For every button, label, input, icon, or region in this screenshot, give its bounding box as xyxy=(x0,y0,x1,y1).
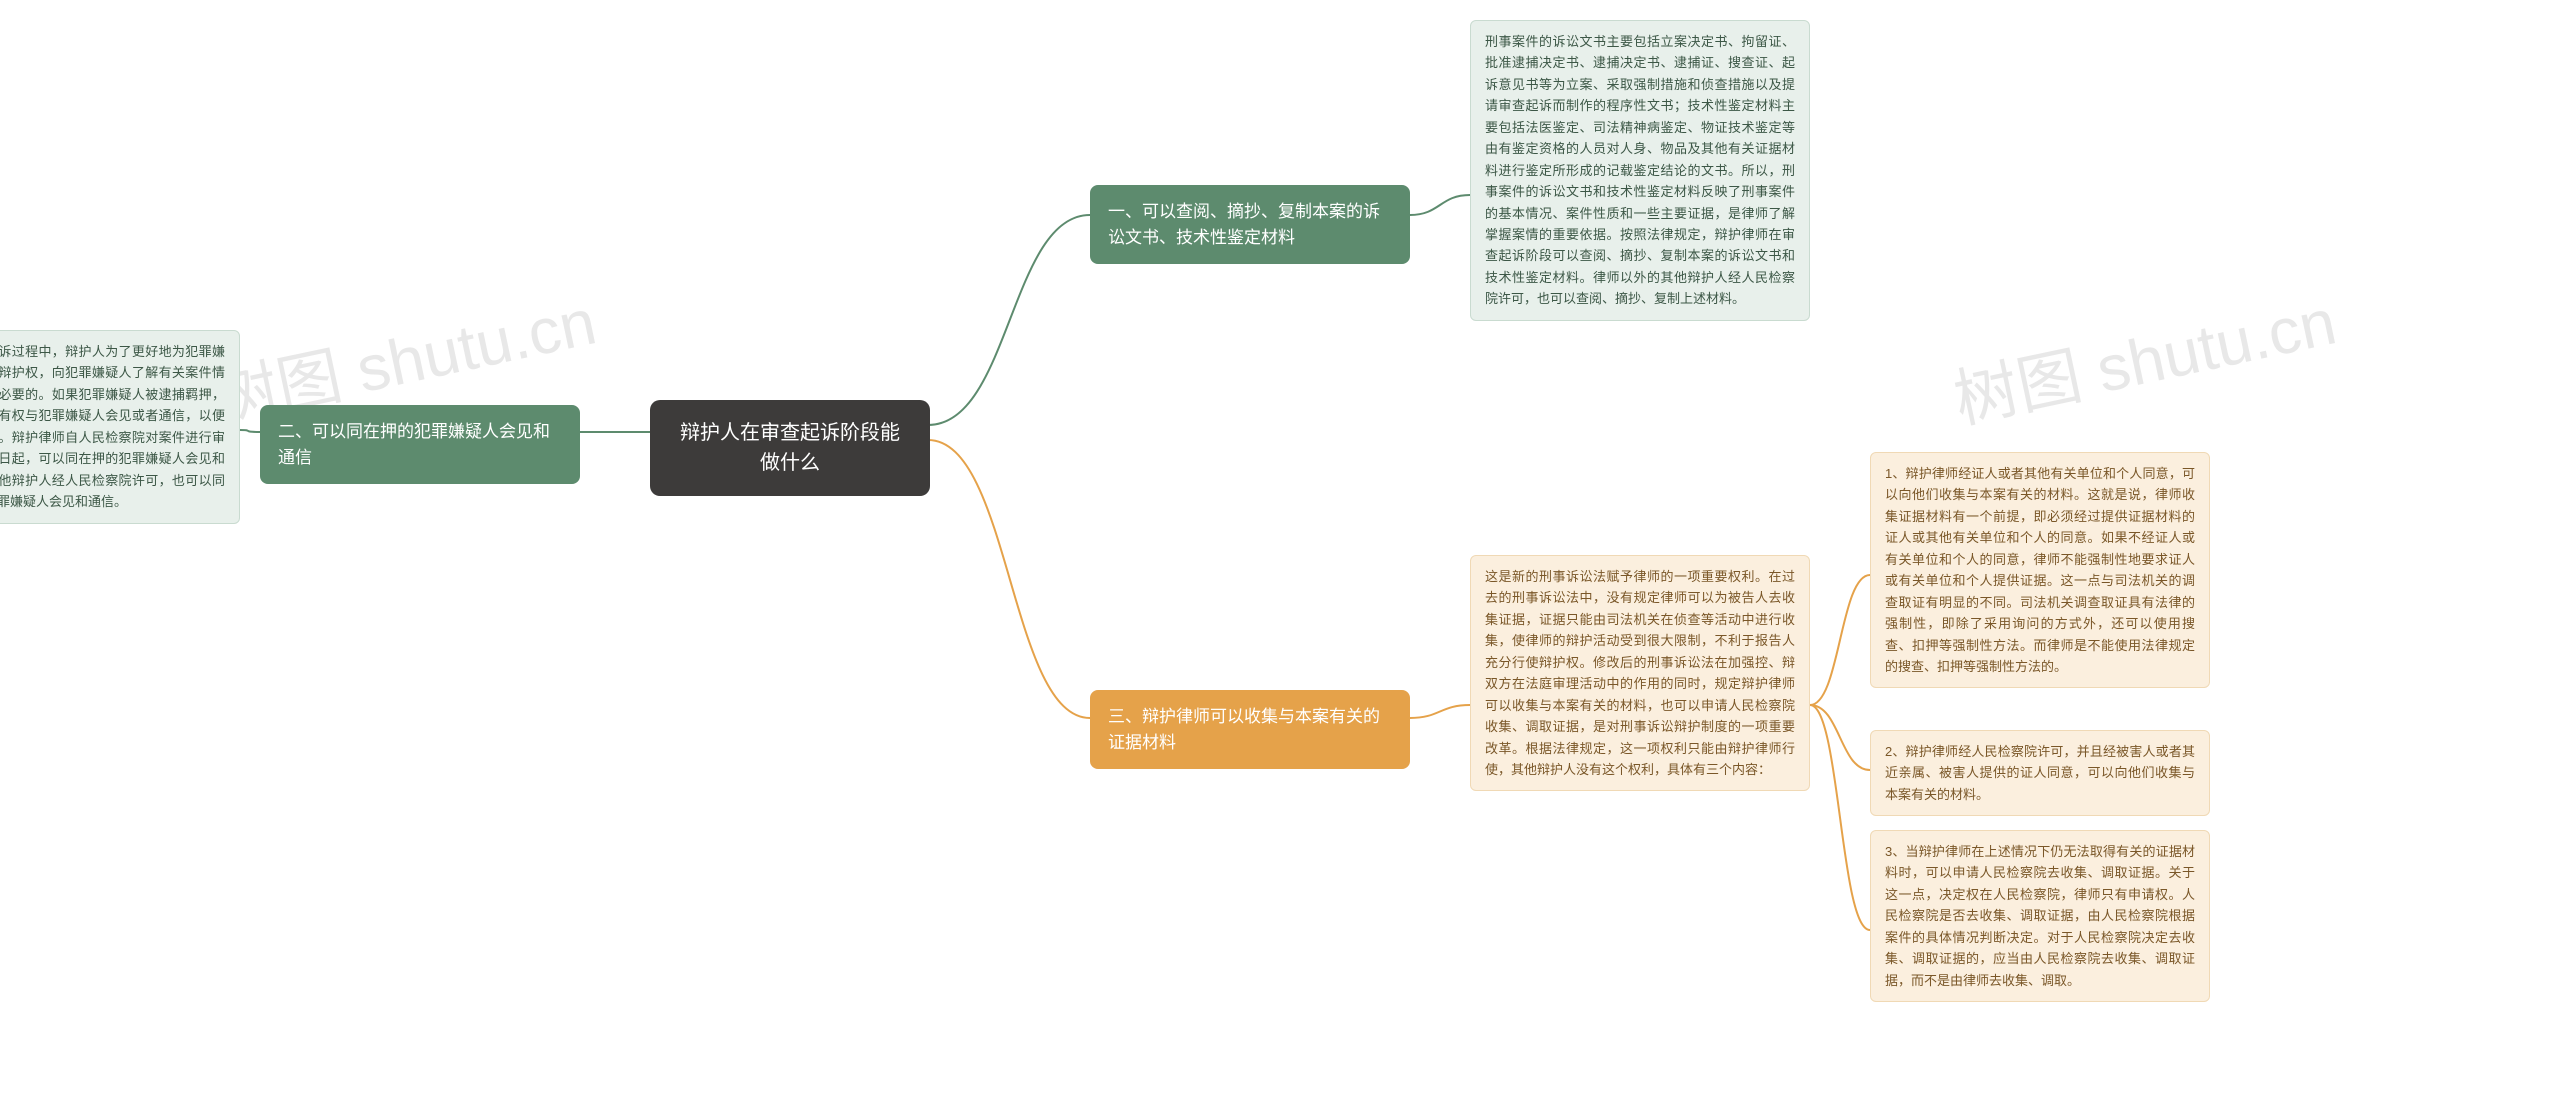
branch-2-leaf-0: 在审查起诉过程中，辩护人为了更好地为犯罪嫌疑人行使辩护权，向犯罪嫌疑人了解有关案… xyxy=(0,330,240,524)
branch-2-label: 二、可以同在押的犯罪嫌疑人会见和通信 xyxy=(278,422,550,467)
root-label: 辩护人在审查起诉阶段能做什么 xyxy=(680,422,900,474)
branch-3[interactable]: 三、辩护律师可以收集与本案有关的证据材料 xyxy=(1090,690,1410,769)
branch-1[interactable]: 一、可以查阅、摘抄、复制本案的诉讼文书、技术性鉴定材料 xyxy=(1090,185,1410,264)
mindmap-root[interactable]: 辩护人在审查起诉阶段能做什么 xyxy=(650,400,930,496)
watermark-2: 树图 shutu.cn xyxy=(1945,271,2343,442)
branch-1-label: 一、可以查阅、摘抄、复制本案的诉讼文书、技术性鉴定材料 xyxy=(1108,202,1380,247)
branch-3-leaf-1: 2、辩护律师经人民检察院许可，并且经被害人或者其近亲属、被害人提供的证人同意，可… xyxy=(1870,730,2210,816)
branch-3-intro: 这是新的刑事诉讼法赋予律师的一项重要权利。在过去的刑事诉讼法中，没有规定律师可以… xyxy=(1470,555,1810,791)
branch-3-label: 三、辩护律师可以收集与本案有关的证据材料 xyxy=(1108,707,1380,752)
branch-3-leaf-0: 1、辩护律师经证人或者其他有关单位和个人同意，可以向他们收集与本案有关的材料。这… xyxy=(1870,452,2210,688)
branch-3-intro-text: 这是新的刑事诉讼法赋予律师的一项重要权利。在过去的刑事诉讼法中，没有规定律师可以… xyxy=(1485,569,1795,777)
branch-3-leaf-2: 3、当辩护律师在上述情况下仍无法取得有关的证据材料时，可以申请人民检察院去收集、… xyxy=(1870,830,2210,1002)
branch-1-leaf-0: 刑事案件的诉讼文书主要包括立案决定书、拘留证、批准逮捕决定书、逮捕决定书、逮捕证… xyxy=(1470,20,1810,321)
branch-3-leaf-0-text: 1、辩护律师经证人或者其他有关单位和个人同意，可以向他们收集与本案有关的材料。这… xyxy=(1885,466,2195,674)
branch-3-leaf-1-text: 2、辩护律师经人民检察院许可，并且经被害人或者其近亲属、被害人提供的证人同意，可… xyxy=(1885,744,2195,802)
branch-1-leaf-0-text: 刑事案件的诉讼文书主要包括立案决定书、拘留证、批准逮捕决定书、逮捕决定书、逮捕证… xyxy=(1485,34,1795,306)
branch-3-leaf-2-text: 3、当辩护律师在上述情况下仍无法取得有关的证据材料时，可以申请人民检察院去收集、… xyxy=(1885,844,2195,988)
branch-2-leaf-0-text: 在审查起诉过程中，辩护人为了更好地为犯罪嫌疑人行使辩护权，向犯罪嫌疑人了解有关案… xyxy=(0,344,225,509)
branch-2[interactable]: 二、可以同在押的犯罪嫌疑人会见和通信 xyxy=(260,405,580,484)
